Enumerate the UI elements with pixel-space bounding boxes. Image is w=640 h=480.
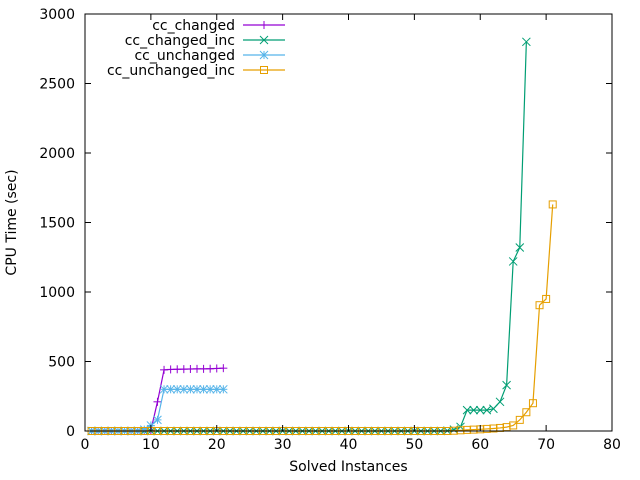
y-tick-label: 2500: [39, 77, 75, 93]
data-point: [172, 384, 182, 394]
x-tick-label: 50: [405, 437, 423, 453]
data-point: [522, 408, 531, 417]
x-tick-label: 0: [81, 437, 90, 453]
data-point: [495, 397, 505, 407]
data-point: [475, 405, 485, 415]
x-tick-label: 60: [471, 437, 489, 453]
legend-label: cc_changed: [152, 18, 235, 34]
x-tick-label: 20: [208, 437, 226, 453]
x-tick-label: 40: [340, 437, 358, 453]
data-point: [219, 364, 228, 373]
data-point: [509, 421, 518, 430]
data-point: [515, 415, 524, 424]
data-point: [153, 397, 162, 406]
data-point: [548, 200, 557, 209]
y-tick-label: 1000: [39, 285, 75, 301]
x-axis: 0 10 20 30 40 50 60 70 80: [81, 14, 621, 453]
legend-label: cc_changed_inc: [125, 33, 235, 49]
data-point: [153, 415, 162, 425]
x-axis-label: Solved Instances: [289, 459, 407, 475]
y-tick-label: 3000: [39, 7, 75, 23]
plot-area: [87, 37, 557, 436]
data-point: [212, 384, 222, 394]
data-point: [528, 399, 537, 408]
legend-marker: [260, 66, 268, 74]
y-tick-label: 500: [48, 355, 75, 371]
data-point: [159, 384, 169, 394]
data-point: [166, 384, 175, 394]
data-point: [522, 37, 531, 47]
legend-item: cc_changed_inc: [125, 33, 285, 49]
series-line: [91, 204, 554, 432]
legend: cc_changedcc_changed_inccc_unchangedcc_u…: [107, 18, 285, 79]
y-tick-label: 2000: [39, 146, 75, 162]
x-tick-label: 30: [274, 437, 292, 453]
y-tick-label: 1500: [39, 216, 75, 232]
legend-item: cc_unchanged_inc: [107, 63, 285, 79]
legend-marker: [260, 21, 268, 29]
y-axis: 0 500 1000 1500 2000 2500 3000: [39, 7, 612, 440]
data-point: [186, 384, 195, 394]
data-point: [502, 380, 511, 390]
data-point: [508, 257, 518, 266]
data-point: [542, 294, 551, 303]
legend-label: cc_unchanged_inc: [107, 63, 235, 79]
data-point: [179, 384, 189, 394]
x-tick-label: 70: [537, 437, 555, 453]
x-tick-label: 80: [603, 437, 621, 453]
legend-label: cc_unchanged: [134, 48, 235, 64]
data-point: [515, 243, 525, 252]
data-point: [462, 405, 472, 415]
series-line: [91, 388, 224, 432]
legend-item: cc_unchanged: [134, 48, 285, 64]
legend-marker: [259, 50, 269, 60]
legend-item: cc_changed: [152, 18, 285, 34]
y-axis-label: CPU Time (sec): [4, 169, 20, 275]
y-tick-label: 0: [66, 424, 75, 440]
data-point: [489, 404, 498, 414]
data-point: [218, 384, 228, 394]
series-line: [91, 41, 527, 432]
series-cc-changed: [87, 364, 228, 435]
data-point: [469, 405, 479, 415]
legend-marker: [259, 35, 269, 45]
series-cc-changed-inc: [87, 37, 531, 436]
x-tick-label: 10: [142, 437, 160, 453]
data-point: [535, 301, 544, 310]
